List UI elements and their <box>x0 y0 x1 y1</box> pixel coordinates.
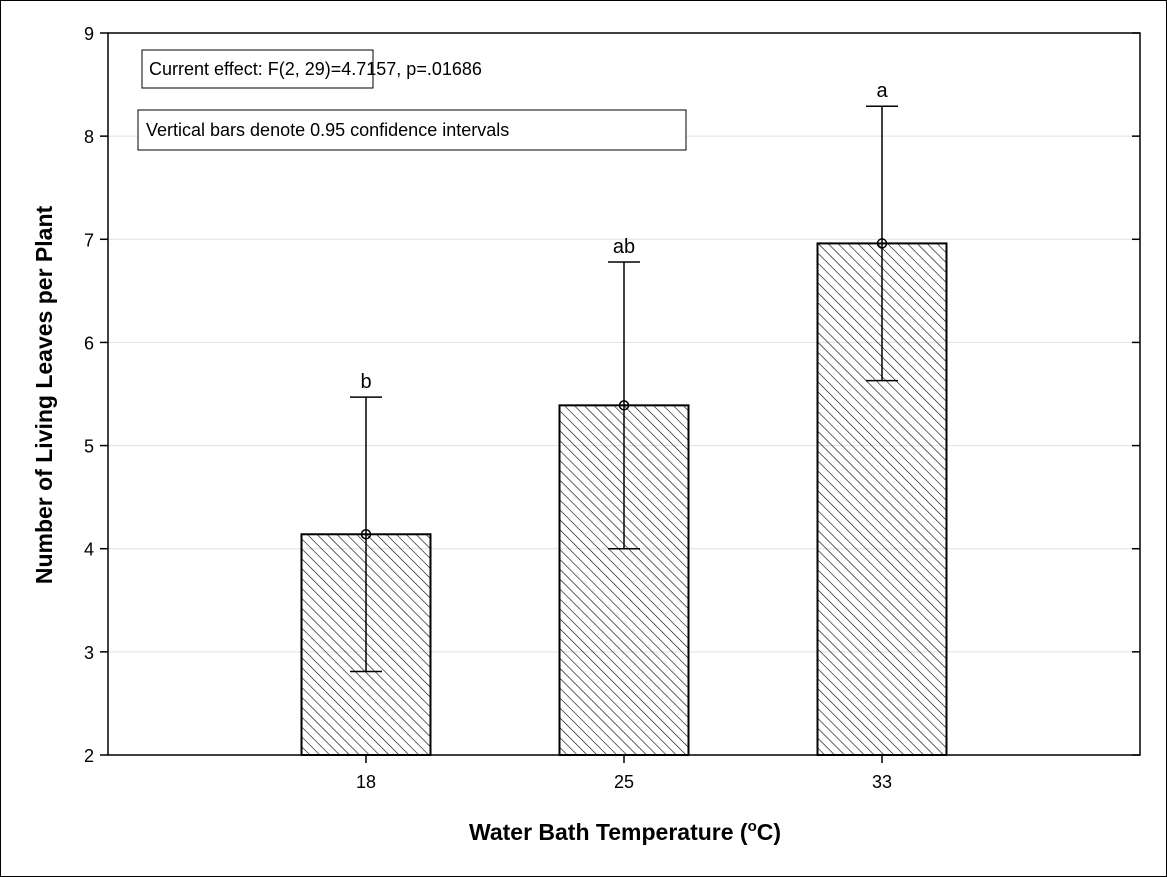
x-axis-title-part: C) <box>757 819 781 845</box>
group-label: ab <box>613 236 635 258</box>
y-tick-label: 8 <box>84 127 94 147</box>
annotation-box <box>137 109 687 151</box>
x-axis-title-part: Water Bath Temperature ( <box>469 819 748 845</box>
group-label: a <box>876 80 888 102</box>
y-tick-label: 3 <box>84 643 94 663</box>
x-tick-label: 18 <box>356 772 376 792</box>
mean-marker <box>876 238 888 249</box>
mean-marker <box>618 400 630 411</box>
x-axis-title-sup: o <box>748 818 757 835</box>
y-tick-label: 7 <box>84 230 94 250</box>
annotation: Vertical bars denote 0.95 confidence int… <box>146 120 509 140</box>
y-tick-label: 9 <box>84 24 94 44</box>
y-axis-title: Number of Living Leaves per Plant <box>31 206 57 585</box>
group-label: b <box>360 371 371 393</box>
plot-area: 2 3 4 5 6 7 8 9 b 18 ab 25 a 33 <box>84 24 1141 792</box>
x-tick-label: 33 <box>872 772 892 792</box>
annotation-box <box>141 49 374 89</box>
x-axis-title: Water Bath Temperature (oC) <box>469 818 781 845</box>
y-tick-label: 5 <box>84 437 94 457</box>
mean-marker <box>360 529 372 540</box>
x-tick-label: 25 <box>614 772 634 792</box>
annotation: Current effect: F(2, 29)=4.7157, p=.0168… <box>149 59 482 79</box>
y-tick-label: 2 <box>84 746 94 766</box>
axis-frame <box>107 32 1141 756</box>
y-tick-label: 6 <box>84 333 94 353</box>
y-tick-label: 4 <box>84 540 94 560</box>
